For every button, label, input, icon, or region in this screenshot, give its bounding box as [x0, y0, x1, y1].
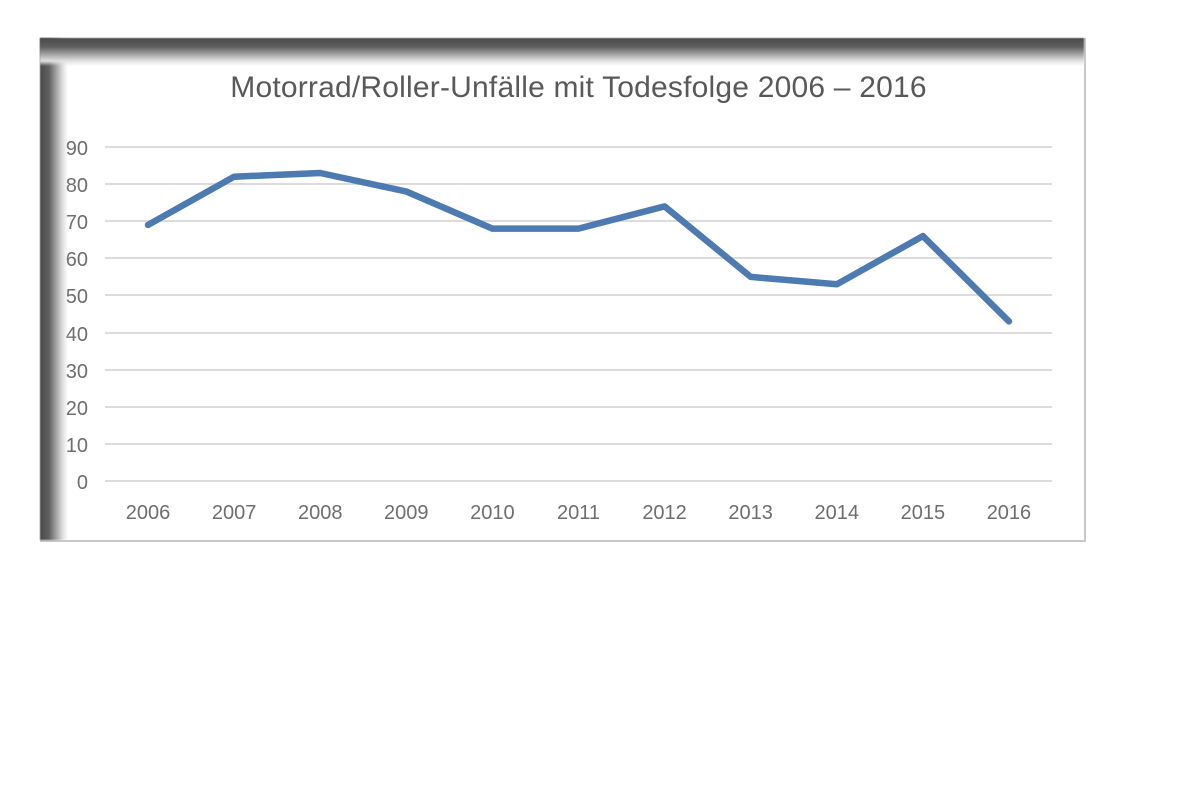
x-tick-label: 2006: [125, 502, 171, 524]
y-tick-label: 10: [65, 434, 88, 457]
y-tick-label: 20: [65, 397, 88, 420]
y-tick-label: 70: [65, 212, 88, 235]
gridline: [105, 331, 1052, 334]
y-tick-label: 50: [65, 286, 88, 309]
x-tick-label: 2009: [384, 502, 429, 524]
x-tick-label: 2013: [728, 502, 773, 524]
chart-window: Motorrad/Roller-Unfälle mit Todesfolge 2…: [40, 38, 1086, 542]
gridline: [105, 183, 1052, 186]
line-series: [144, 169, 1013, 325]
gridline: [105, 257, 1052, 260]
x-tick-label: 2010: [470, 502, 515, 524]
line-series-path: [144, 169, 1013, 325]
x-tick-label: 2014: [814, 502, 860, 524]
x-tick-label: 2016: [986, 502, 1032, 524]
plot-area: [105, 146, 1052, 482]
gridline: [105, 480, 1052, 482]
y-tick-label: 30: [65, 360, 88, 383]
y-tick-label: 40: [65, 323, 88, 346]
x-tick-label: 2015: [900, 502, 946, 524]
y-tick-label: 80: [65, 175, 88, 198]
x-tick-label: 2007: [211, 502, 257, 524]
x-tick-label: 2011: [556, 502, 600, 524]
y-tick-label: 90: [65, 138, 88, 160]
gridline: [105, 368, 1052, 371]
x-tick-label: 2012: [642, 502, 687, 524]
gridline: [105, 220, 1052, 223]
gridline: [105, 442, 1052, 445]
chart-frame-shadow-top: [40, 38, 1084, 66]
gridline: [105, 146, 1052, 148]
y-tick-label: 60: [65, 249, 88, 272]
gridline: [105, 294, 1052, 297]
chart-title: Motorrad/Roller-Unfälle mit Todesfolge 2…: [230, 71, 927, 104]
gridline: [105, 405, 1052, 408]
x-tick-label: 2008: [297, 502, 343, 524]
y-tick-label: 0: [76, 472, 88, 494]
